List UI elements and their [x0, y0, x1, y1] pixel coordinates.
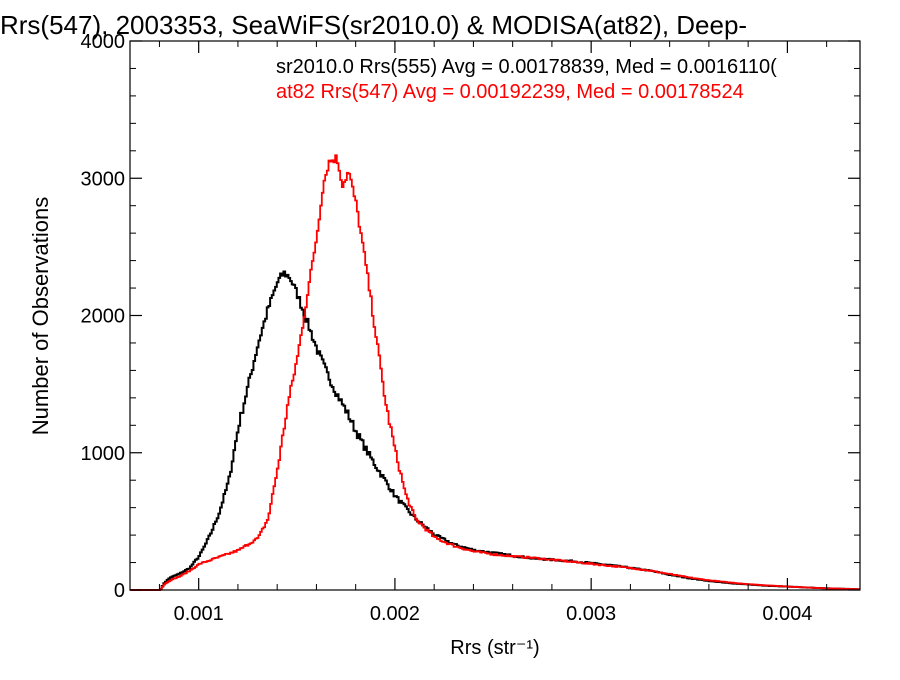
y-tick-label: 1000: [81, 443, 126, 465]
x-tick-label: 0.002: [370, 603, 420, 625]
y-tick-label: 3000: [81, 168, 126, 190]
stats-annotation-black: sr2010.0 Rrs(555) Avg = 0.00178839, Med …: [276, 56, 777, 78]
chart-title: Rrs(547), 2003353, SeaWiFS(sr2010.0) & M…: [0, 10, 747, 40]
series-layer: [130, 154, 860, 591]
x-axis-label: Rrs (str⁻¹): [450, 637, 539, 659]
axes-layer: 0.001 0.002 0.003 0.004 0 1000 2000 3000 4000: [81, 31, 860, 625]
y-axis-label: Number of Observations: [28, 197, 53, 435]
y-tick-label: 4000: [81, 31, 126, 53]
y-tick-label: 0: [114, 580, 125, 602]
series-line-1: [130, 154, 860, 591]
x-tick-label: 0.004: [762, 603, 812, 625]
x-tick-label: 0.003: [566, 603, 616, 625]
x-tick-label: 0.001: [174, 603, 224, 625]
stats-annotation-red: at82 Rrs(547) Avg = 0.00192239, Med = 0.…: [276, 81, 744, 103]
y-tick-label: 2000: [81, 306, 126, 328]
